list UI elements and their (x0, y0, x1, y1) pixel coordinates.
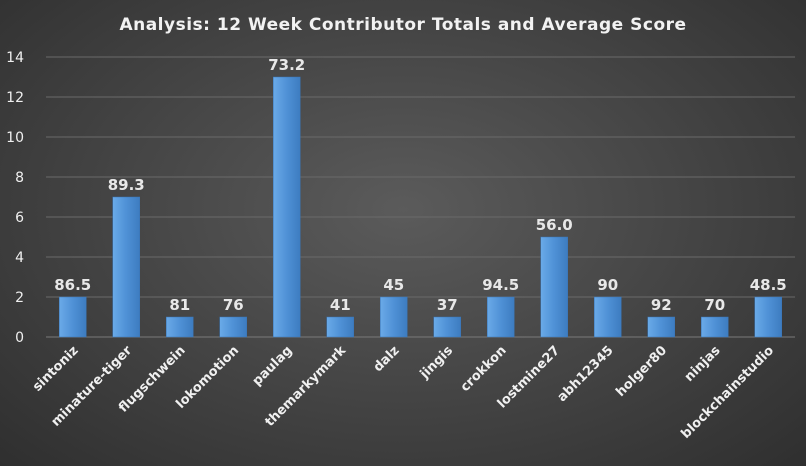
x-tick-label: ninjas (682, 343, 724, 385)
bar (380, 296, 408, 338)
bar (219, 316, 247, 338)
data-label: 73.2 (268, 56, 305, 74)
y-tick-label: 6 (15, 210, 24, 226)
bar (594, 296, 622, 338)
data-label: 56.0 (536, 216, 573, 234)
x-tick-label: holger80 (613, 343, 670, 400)
y-axis: 0 2 4 6 8 10 12 14 (6, 50, 24, 346)
bar (59, 296, 87, 338)
data-label: 90 (597, 276, 618, 294)
data-label: 76 (223, 296, 244, 314)
y-tick-label: 8 (15, 170, 24, 186)
bar (433, 316, 461, 338)
bar (326, 316, 354, 338)
data-label: 70 (704, 296, 725, 314)
y-tick-label: 14 (6, 50, 24, 66)
data-label: 37 (437, 296, 458, 314)
x-tick-label: crokkon (458, 343, 510, 395)
bar (166, 316, 194, 338)
bars (59, 76, 782, 338)
bar (701, 316, 729, 338)
bar (273, 76, 301, 338)
data-labels: 86.5 89.3 81 76 73.2 41 45 37 94.5 56.0 90 92 70 48.5 (54, 56, 787, 314)
data-label: 45 (383, 276, 404, 294)
y-tick-label: 4 (15, 250, 24, 266)
bar (540, 236, 568, 338)
data-label: 81 (169, 296, 190, 314)
data-label: 86.5 (54, 276, 91, 294)
x-tick-label: jingis (417, 343, 457, 383)
data-label: 48.5 (750, 276, 787, 294)
x-tick-label: blockchainstudio (679, 343, 778, 442)
x-tick-label: sintoniz (30, 343, 82, 395)
y-tick-label: 2 (15, 290, 24, 306)
x-axis: sintonizminature-tigerflugschweinlokomot… (30, 343, 777, 442)
bar (487, 296, 515, 338)
y-tick-label: 12 (6, 90, 24, 106)
y-tick-label: 10 (6, 130, 24, 146)
data-label: 92 (651, 296, 672, 314)
y-tick-label: 0 (15, 330, 24, 346)
x-tick-label: abh12345 (555, 343, 617, 405)
data-label: 89.3 (108, 176, 145, 194)
x-tick-label: dalz (371, 343, 403, 375)
data-label: 94.5 (482, 276, 519, 294)
bar (112, 196, 140, 338)
bar (647, 316, 675, 338)
gridlines (46, 56, 795, 338)
bar (754, 296, 782, 338)
chart-title: Analysis: 12 Week Contributor Totals and… (119, 15, 686, 35)
x-tick-label: paulag (250, 343, 296, 389)
data-label: 41 (330, 296, 351, 314)
